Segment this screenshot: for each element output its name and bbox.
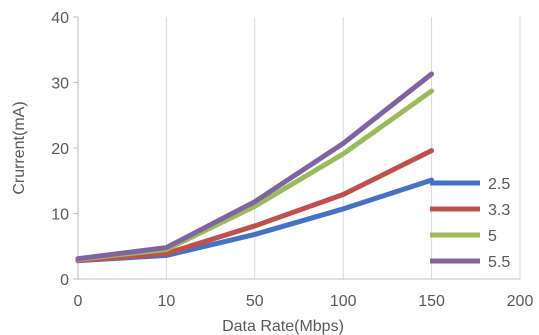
- series-line-3_3: [75, 148, 435, 264]
- y-axis-title: Crurrent(mA): [11, 101, 28, 194]
- x-tick-label: 10: [158, 293, 176, 310]
- legend-label: 2.5: [488, 176, 510, 193]
- y-tick-label: 40: [51, 10, 69, 27]
- y-tick-label: 0: [60, 272, 69, 289]
- legend: 2.5 3.3 5 5.5: [430, 176, 510, 271]
- x-tick-labels: 0 10 50 100 150 200: [74, 293, 534, 310]
- y-tick-labels: 0 10 20 30 40: [51, 10, 78, 289]
- legend-label: 3.3: [488, 202, 510, 219]
- series-lines: [75, 71, 435, 264]
- y-tick-label: 10: [51, 207, 69, 224]
- axes: [77, 17, 520, 280]
- x-axis-title: Data Rate(Mbps): [222, 318, 344, 335]
- legend-label: 5.5: [488, 254, 510, 271]
- y-tick-label: 30: [51, 76, 69, 93]
- x-tick-label: 150: [418, 293, 445, 310]
- x-tick-label: 0: [74, 293, 83, 310]
- series-line-5_5: [75, 71, 435, 262]
- y-tick-label: 20: [51, 141, 69, 158]
- x-tick-label: 100: [330, 293, 357, 310]
- x-tick-label: 50: [246, 293, 264, 310]
- x-tick-label: 200: [507, 293, 534, 310]
- legend-label: 5: [488, 228, 497, 245]
- grid-lines: [165, 17, 521, 279]
